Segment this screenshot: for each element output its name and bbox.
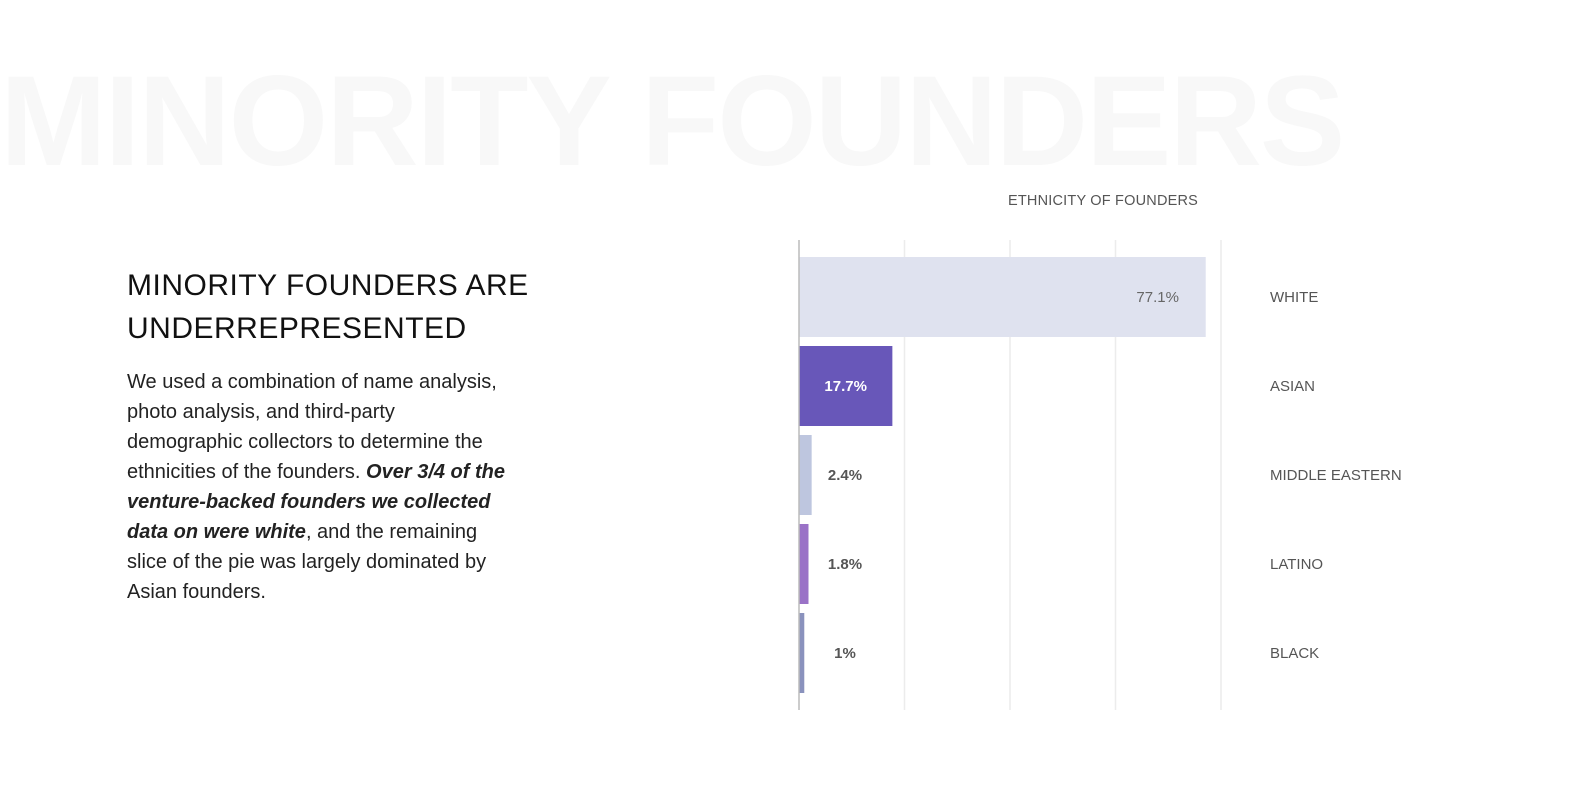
bar-black [799, 613, 805, 693]
chart-title: ETHNICITY OF FOUNDERS [1008, 193, 1199, 209]
description-part-2: , and the remaining slice of the pie was… [127, 521, 487, 603]
description-emphasis: Over 3/4 of the venture-backed founders … [127, 461, 505, 543]
data-label: 17.7% [824, 378, 867, 395]
description-paragraph: We used a combination of name analysis, … [127, 367, 507, 607]
section-heading: MINORITY FOUNDERS ARE UNDERREPRESENTED [127, 269, 529, 345]
category-label: BLACK [1270, 645, 1319, 662]
data-label: 1.8% [828, 556, 862, 573]
category-label: LATINO [1270, 556, 1323, 573]
background-watermark-title: MINORITY FOUNDERS [0, 50, 1345, 193]
data-label: 77.1% [1136, 289, 1179, 306]
data-label: 2.4% [828, 467, 862, 484]
category-label: MIDDLE EASTERN [1270, 467, 1402, 484]
bar-white [799, 257, 1206, 337]
category-label: WHITE [1270, 289, 1318, 306]
category-label: ASIAN [1270, 378, 1315, 395]
bar-asian [799, 346, 893, 426]
bar-middle-eastern [799, 435, 812, 515]
data-label: 1% [834, 645, 856, 662]
bar-latino [799, 524, 809, 604]
description-part-1: We used a combination of name analysis, … [127, 371, 497, 483]
